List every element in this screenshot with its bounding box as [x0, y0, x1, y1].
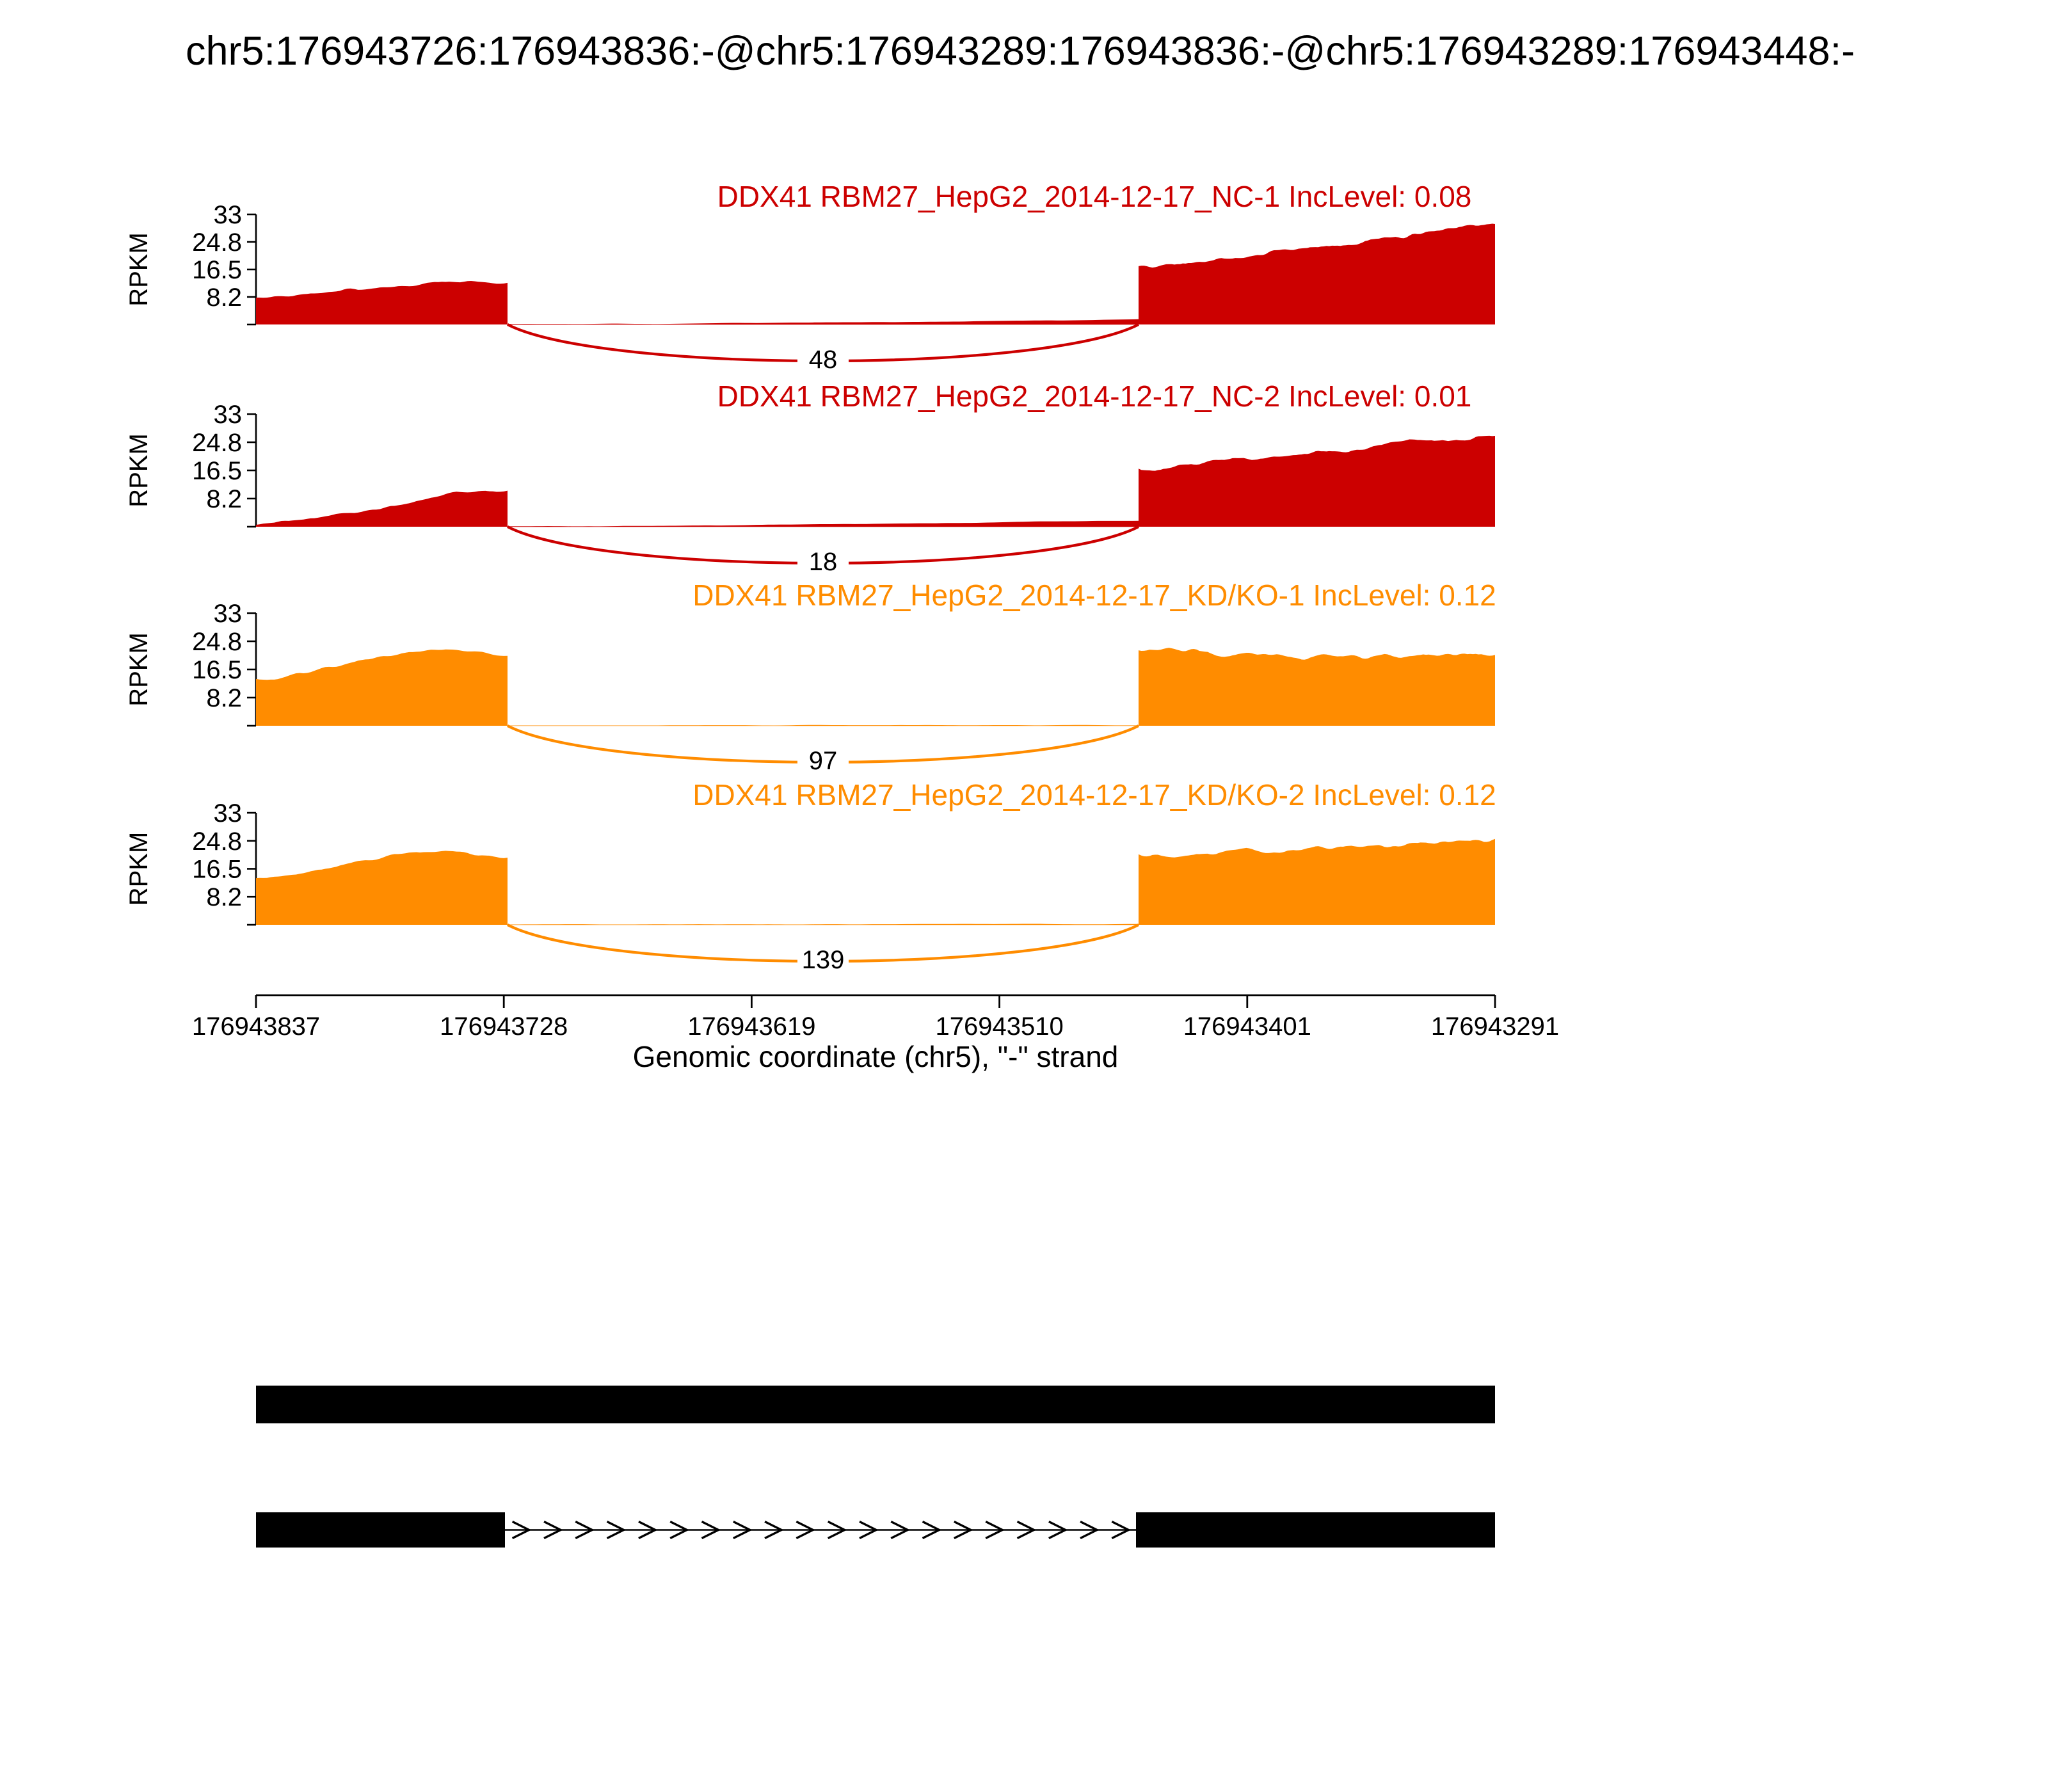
- svg-text:DDX41 RBM27_HepG2_2014-12-17_N: DDX41 RBM27_HepG2_2014-12-17_NC-1 IncLev…: [717, 180, 1472, 213]
- svg-text:176943510: 176943510: [935, 1012, 1063, 1041]
- svg-text:8.2: 8.2: [206, 485, 242, 513]
- svg-text:DDX41 RBM27_HepG2_2014-12-17_K: DDX41 RBM27_HepG2_2014-12-17_KD/KO-2 Inc…: [692, 778, 1496, 812]
- svg-text:24.8: 24.8: [192, 628, 242, 656]
- svg-text:33: 33: [214, 201, 243, 229]
- svg-text:139: 139: [802, 946, 845, 974]
- svg-text:16.5: 16.5: [192, 457, 242, 485]
- svg-text:8.2: 8.2: [206, 883, 242, 911]
- svg-text:176943837: 176943837: [192, 1012, 320, 1041]
- svg-text:24.8: 24.8: [192, 429, 242, 457]
- svg-text:16.5: 16.5: [192, 856, 242, 884]
- svg-text:97: 97: [809, 747, 838, 775]
- svg-text:176943619: 176943619: [687, 1012, 815, 1041]
- svg-text:8.2: 8.2: [206, 284, 242, 312]
- svg-text:176943291: 176943291: [1431, 1012, 1559, 1041]
- svg-text:DDX41 RBM27_HepG2_2014-12-17_K: DDX41 RBM27_HepG2_2014-12-17_KD/KO-1 Inc…: [692, 579, 1496, 612]
- svg-text:16.5: 16.5: [192, 656, 242, 684]
- svg-text:24.8: 24.8: [192, 828, 242, 856]
- svg-text:24.8: 24.8: [192, 228, 242, 257]
- svg-text:Genomic coordinate (chr5), "-": Genomic coordinate (chr5), "-" strand: [633, 1040, 1119, 1073]
- svg-text:RPKM: RPKM: [125, 433, 153, 508]
- svg-text:33: 33: [214, 799, 243, 828]
- svg-text:176943401: 176943401: [1183, 1012, 1311, 1041]
- svg-text:33: 33: [214, 600, 243, 628]
- svg-text:RPKM: RPKM: [125, 632, 153, 707]
- svg-text:8.2: 8.2: [206, 684, 242, 712]
- svg-text:RPKM: RPKM: [125, 832, 153, 906]
- svg-text:DDX41 RBM27_HepG2_2014-12-17_N: DDX41 RBM27_HepG2_2014-12-17_NC-2 IncLev…: [717, 380, 1472, 413]
- svg-text:176943728: 176943728: [440, 1012, 568, 1041]
- svg-text:48: 48: [809, 346, 838, 374]
- svg-text:18: 18: [809, 548, 838, 576]
- svg-text:33: 33: [214, 401, 243, 429]
- svg-text:RPKM: RPKM: [125, 232, 153, 307]
- svg-text:16.5: 16.5: [192, 256, 242, 284]
